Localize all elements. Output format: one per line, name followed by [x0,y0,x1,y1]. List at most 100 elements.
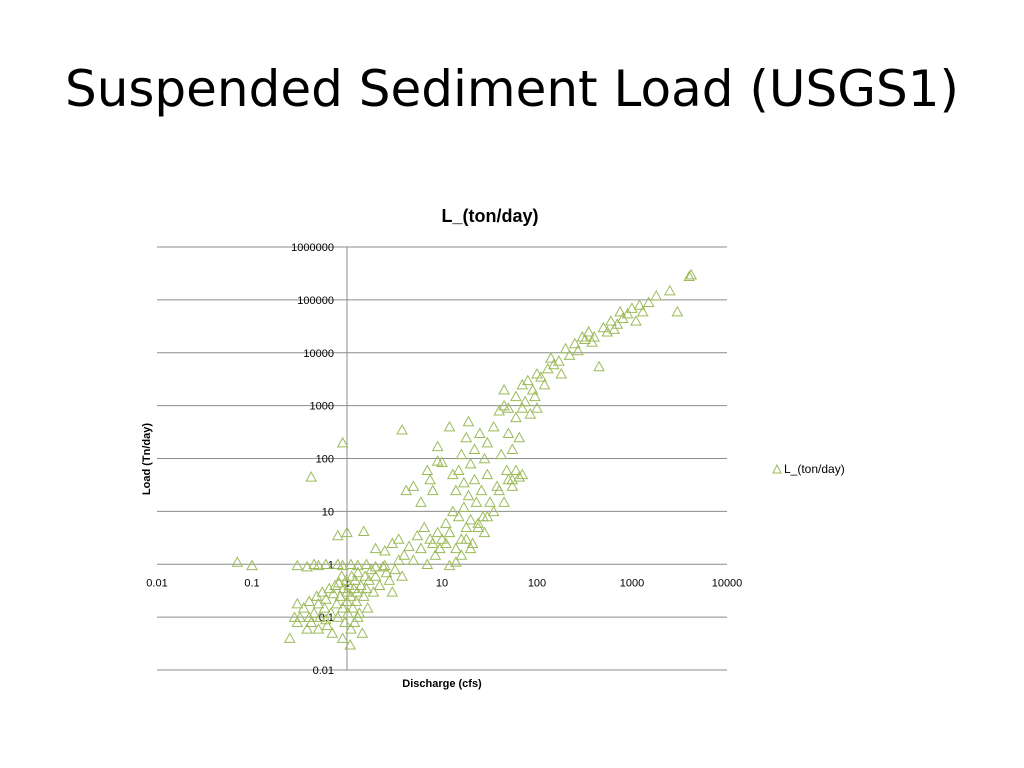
y-tick-label: 0.01 [313,665,334,677]
data-point [320,613,332,625]
data-point [361,602,374,613]
data-point [559,342,572,354]
data-point [330,597,343,609]
data-points [231,268,698,650]
data-point [348,616,361,627]
data-point [436,456,448,467]
legend: L_(ton/day) [772,462,845,476]
data-point [367,586,380,597]
data-point [446,505,459,517]
data-point [487,505,500,517]
data-point [452,464,465,475]
data-point [553,355,565,366]
y-axis-title: Load (Tn/day) [141,423,153,495]
data-point [516,468,529,480]
data-point [538,378,551,390]
data-point [506,480,519,491]
data-point [318,602,331,613]
data-point [359,570,371,581]
chart-title: L_(ton/day) [442,206,539,226]
x-tick-label: 10000 [712,577,743,589]
y-tick-label: 100 [316,454,334,466]
data-point [502,402,515,413]
data-point [531,368,543,379]
data-point [231,556,244,567]
data-point [392,554,405,565]
data-point [383,574,396,585]
data-point [396,570,408,581]
data-point [493,484,506,496]
data-point [593,360,605,372]
data-point [547,358,560,370]
data-point [301,623,313,634]
data-point [351,611,364,622]
data-point [291,616,304,627]
data-point [472,521,484,533]
data-point [597,321,610,333]
data-point [336,632,349,643]
data-point [506,443,519,454]
data-point [346,602,359,613]
data-point [403,540,415,551]
data-point [291,597,304,609]
data-point [481,510,494,522]
data-point [378,544,391,556]
data-point [365,563,378,575]
y-tick-label: 1000000 [291,242,334,254]
y-tick-label: 100000 [297,295,334,307]
data-point [326,627,339,638]
data-point [685,268,698,280]
data-point [516,402,529,413]
data-point [407,554,420,565]
data-point [396,423,408,435]
data-point [341,595,353,606]
data-point [386,586,399,597]
data-point [431,526,444,538]
data-point [498,383,510,395]
data-point [421,558,434,569]
data-point [351,586,364,597]
data-point [555,368,568,379]
data-point [421,464,434,475]
data-point [498,496,510,507]
data-point [303,611,316,622]
data-point [440,517,452,528]
data-point [663,284,676,296]
data-point [351,566,364,578]
data-point [308,607,320,618]
data-point [452,510,465,522]
data-point [321,619,334,631]
legend-marker-icon [772,463,782,474]
data-point [498,399,510,411]
y-tick-label: 10000 [303,348,334,360]
data-point [336,559,349,571]
data-point [636,305,649,317]
data-point [351,559,364,571]
data-point [460,533,473,544]
data-point [392,533,405,544]
data-point [608,323,621,334]
data-point [357,525,370,537]
data-point [377,560,389,572]
data-point [455,549,468,560]
data-point [426,537,439,548]
data-point [475,484,488,496]
data-point [415,496,427,507]
slide-title: Suspended Sediment Load (USGS1) [64,60,960,118]
data-point [495,448,508,460]
data-point [450,542,462,554]
data-point [344,638,357,650]
x-tick-label: 0.01 [146,577,167,589]
data-point [510,411,522,423]
data-point [455,533,468,544]
data-point [484,496,496,507]
data-point [683,270,696,281]
data-point [443,420,456,432]
data-point [450,484,462,496]
data-point [291,559,304,571]
data-point [510,464,522,475]
data-point [455,448,468,460]
data-point [502,427,515,439]
data-point [568,337,581,349]
